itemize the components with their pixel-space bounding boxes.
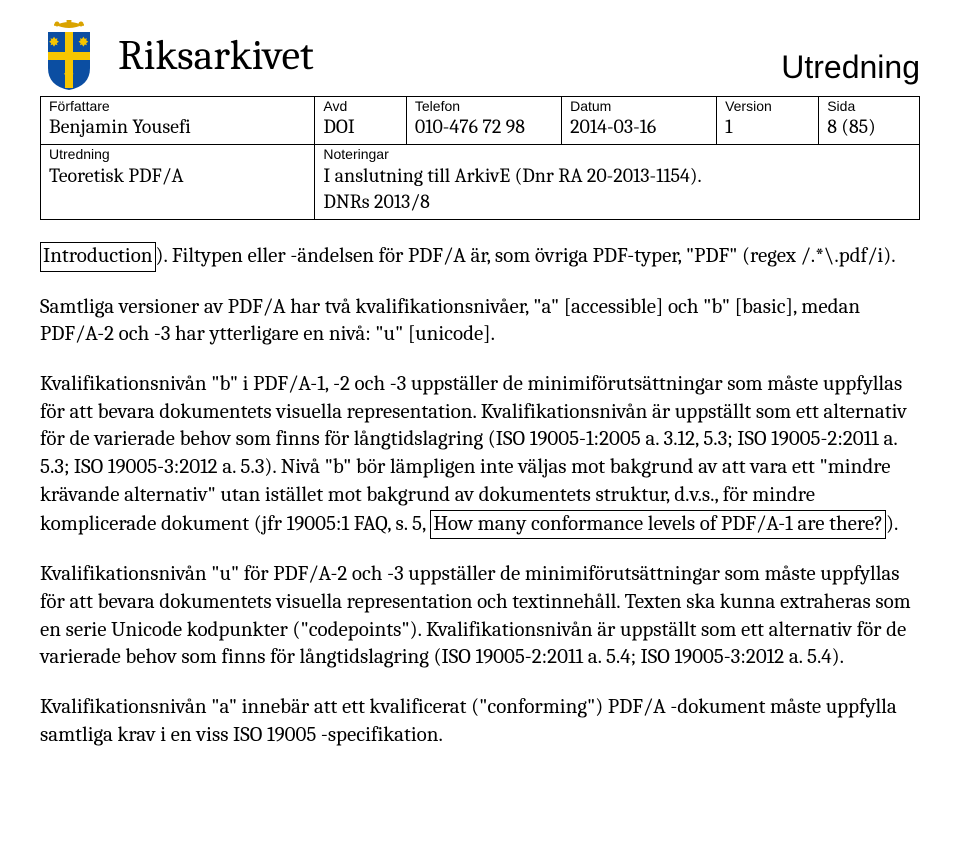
link-conformance-levels[interactable]: How many conformance levels of PDF/A-1 a…	[430, 510, 886, 540]
meta-label-avd: Avd	[323, 99, 398, 114]
meta-label-noteringar: Noteringar	[323, 147, 911, 162]
paragraph-1-text: ). Filtypen eller -ändelsen för PDF/A är…	[156, 244, 896, 268]
paragraph-1: Introduction). Filtypen eller -ändelsen …	[40, 242, 920, 272]
meta-value-utredning: Teoretisk PDF/A	[49, 164, 184, 187]
meta-value-noteringar-line2: DNRs 2013/8	[323, 190, 429, 213]
meta-value-datum: 2014-03-16	[570, 115, 656, 138]
meta-label-author: Författare	[49, 99, 306, 114]
meta-value-telefon: 010-476 72 98	[415, 115, 525, 138]
meta-label-datum: Datum	[570, 99, 708, 114]
paragraph-3: Kvalifikationsnivån "b" i PDF/A-1, -2 oc…	[40, 371, 920, 539]
meta-label-utredning: Utredning	[49, 147, 306, 162]
meta-label-version: Version	[725, 99, 810, 114]
organization-name: Riksarkivet	[118, 31, 314, 80]
meta-label-sida: Sida	[827, 99, 911, 114]
paragraph-5: Kvalifikationsnivån "a" innebär att ett …	[40, 694, 920, 749]
riksarkivet-logo-icon	[40, 20, 98, 90]
meta-value-version: 1	[725, 115, 732, 138]
paragraph-3-text-b: ).	[886, 512, 898, 536]
paragraph-2: Samtliga versioner av PDF/A har två kval…	[40, 294, 920, 349]
metadata-table: Författare Benjamin Yousefi Avd DOI Tele…	[40, 96, 920, 220]
meta-value-avd: DOI	[323, 115, 354, 138]
document-type-label: Utredning	[781, 49, 920, 90]
meta-value-noteringar-line1: I anslutning till ArkivE (Dnr RA 20-2013…	[323, 164, 701, 187]
document-body: Introduction). Filtypen eller -ändelsen …	[40, 242, 920, 750]
meta-value-sida: 8 (85)	[827, 115, 876, 138]
link-introduction[interactable]: Introduction	[40, 242, 156, 272]
paragraph-4: Kvalifikationsnivån "u" för PDF/A-2 och …	[40, 561, 920, 672]
meta-label-telefon: Telefon	[415, 99, 553, 114]
meta-value-author: Benjamin Yousefi	[49, 115, 191, 138]
document-header: Riksarkivet Utredning	[40, 20, 920, 90]
